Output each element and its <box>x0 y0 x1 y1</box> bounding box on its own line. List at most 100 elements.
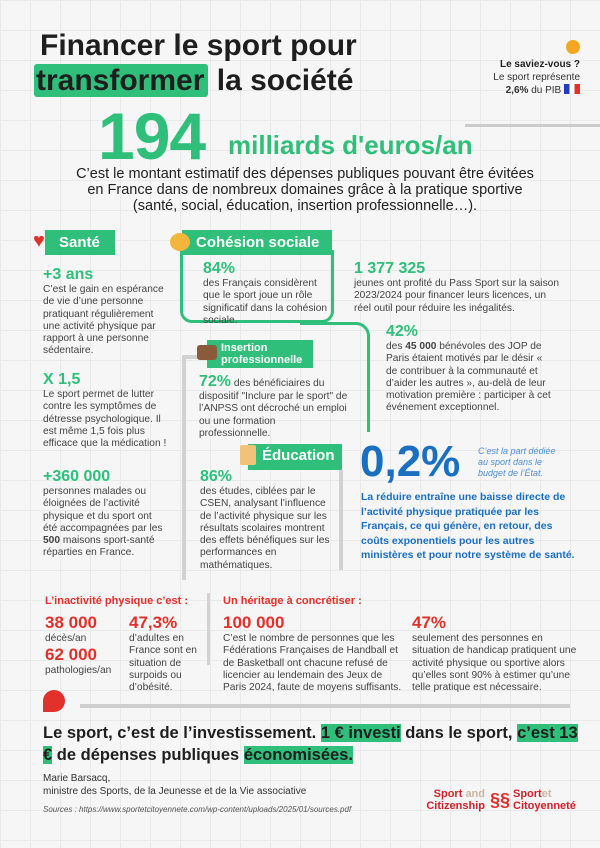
education-label: Éducation <box>248 444 342 470</box>
cohesion-item: 42% des 45 000 bénévoles des JOP de Pari… <box>386 323 551 415</box>
handshake-icon <box>170 233 190 251</box>
cohesion-text: des <box>386 341 406 352</box>
cohesion-bold: 45 000 <box>405 341 437 352</box>
quote-text: Le sport, c’est de l’investissement. <box>43 724 321 742</box>
scroll-icon <box>240 445 256 465</box>
sante-item: +3 ans C’est le gain en espérance de vie… <box>43 266 168 358</box>
cohesion-item: 1 377 325 jeunes ont profité du Pass Spo… <box>354 260 559 315</box>
quote-text: de dépenses publiques <box>52 746 244 764</box>
author-role: ministre des Sports, de la Jeunesse et d… <box>43 786 307 797</box>
sante-text: C’est le gain en espérance de vie d’une … <box>43 284 164 357</box>
inactivity-text: décès/an <box>45 633 87 644</box>
inactivity-value: 38 000 <box>45 613 97 632</box>
inactivity-value: 62 000 <box>45 645 97 664</box>
divider <box>465 124 600 127</box>
logo-text: Sport <box>433 788 463 800</box>
education-value: 86% <box>200 468 233 485</box>
france-flag-icon <box>564 84 580 94</box>
heritage-text: seulement des personnes en situation de … <box>412 633 577 694</box>
logo-text: and <box>465 788 485 800</box>
flame-logo-icon: §§ <box>490 790 511 810</box>
logo-text: Citizenship <box>426 800 485 812</box>
heritage-item: 100 000 C’est le nombre de personnes que … <box>223 613 403 694</box>
logo-text: et <box>541 788 552 800</box>
did-you-know-text: Le sport représente <box>493 72 580 83</box>
speech-bubble-icon <box>43 690 65 712</box>
sante-text: Le sport permet de lutter contre les sym… <box>43 389 167 450</box>
cohesion-value: 42% <box>386 323 419 340</box>
insertion-item: 72% des bénéficiaires du dispositif "Inc… <box>199 373 349 440</box>
education-text: des études, ciblées par le CSEN, analysa… <box>200 486 330 571</box>
cohesion-value: 1 377 325 <box>354 260 426 277</box>
inactivity-text: pathologies/an <box>45 665 112 676</box>
sources-link[interactable]: Sources : https://www.sportetcitoyennete… <box>43 805 352 814</box>
sport-and-citizenship-logo: Sport and Citizenship <box>425 788 485 812</box>
hero-number: 194 <box>98 99 206 173</box>
divider <box>207 593 210 665</box>
budget-text: La réduire entraîne une baisse directe d… <box>361 491 575 561</box>
cohesion-frame <box>180 250 334 323</box>
sante-label-text: Santé <box>59 234 100 251</box>
inactivity-item: 38 000 décès/an <box>45 613 97 645</box>
logo-text: Citoyenneté <box>513 800 576 812</box>
cohesion-text: jeunes ont profité du Pass Sport sur la … <box>354 278 559 314</box>
heritage-heading: Un héritage à concrétiser : <box>223 595 362 607</box>
insertion-label-2: professionnelle <box>221 354 303 366</box>
sante-text: maisons sport-santé réparties en France. <box>43 535 155 559</box>
insertion-value: 72% <box>199 373 232 390</box>
sante-item: X 1,5 Le sport permet de lutter contre l… <box>43 371 173 450</box>
heritage-value: 47% <box>412 613 447 632</box>
cohesion-label-text: Cohésion sociale <box>196 234 320 251</box>
cohesion-item: 84% des Français considèrent que le spor… <box>203 260 333 327</box>
sport-et-citoyennete-logo: Sportet Citoyenneté <box>513 788 576 812</box>
sante-value: +3 ans <box>43 266 94 283</box>
grey-line <box>182 355 186 580</box>
insertion-text: des bénéficiaires du dispositif "Inclure… <box>199 378 348 439</box>
connector-line <box>300 322 370 432</box>
education-label-text: Éducation <box>262 447 335 464</box>
hero-description: C’est le montant estimatif des dépenses … <box>76 166 534 214</box>
heritage-item: 47% seulement des personnes en situation … <box>412 613 582 694</box>
grey-line <box>182 355 207 359</box>
quote-author: Marie Barsacq, ministre des Sports, de la… <box>43 772 306 798</box>
inactivity-item: 62 000 pathologies/an <box>45 645 111 677</box>
inactivity-value: 47,3% <box>129 613 178 632</box>
page-title: Financer le sport pour transformer la so… <box>34 28 357 98</box>
thinking-emoji-icon <box>566 40 580 54</box>
inactivity-heading: L’inactivité physique c’est : <box>45 595 189 607</box>
hero-unit: milliards d'euros/an <box>228 130 473 160</box>
cohesion-label: Cohésion sociale <box>182 230 332 255</box>
sante-label: Santé <box>45 230 115 255</box>
sante-bold: 500 <box>43 535 60 547</box>
logo-text: Sport <box>513 788 542 800</box>
insertion-label-1: Insertion <box>221 342 268 354</box>
sante-item: +360 000 personnes malades ou éloignées … <box>43 468 168 560</box>
grey-line <box>339 470 343 570</box>
cohesion-text: bénévoles des JOP de Paris étaient motiv… <box>386 341 551 414</box>
quote-highlight: économisées. <box>243 746 353 764</box>
heritage-text: C’est le nombre de personnes que les Féd… <box>223 633 402 694</box>
gdp-share: 2,6% <box>505 85 529 96</box>
heart-icon: ♥ <box>33 230 45 252</box>
title-rest: la société <box>216 64 354 97</box>
inactivity-item: 47,3% d’adultes en France sont en situati… <box>129 613 199 694</box>
quote-text: dans le sport, <box>400 724 518 742</box>
divider <box>80 704 570 708</box>
budget-value: 0,2% <box>360 437 461 486</box>
title-highlight: transformer <box>34 64 209 97</box>
sante-text: personnes malades ou éloignées de l’acti… <box>43 486 163 534</box>
sante-value: +360 000 <box>43 468 111 485</box>
did-you-know: Le saviez-vous ? Le sport représente 2,6… <box>493 40 580 97</box>
author-name: Marie Barsacq, <box>43 773 111 784</box>
title-line1: Financer le sport pour <box>40 29 357 62</box>
sante-value: X 1,5 <box>43 371 81 388</box>
education-item: 86% des études, ciblées par le CSEN, ana… <box>200 468 335 572</box>
inactivity-text: d’adultes en France sont en situation de… <box>129 633 197 694</box>
cohesion-value: 84% <box>203 260 236 277</box>
quote: Le sport, c’est de l’investissement. 1 €… <box>43 722 583 766</box>
heritage-value: 100 000 <box>223 613 285 632</box>
gdp-suffix: du PIB <box>531 85 562 96</box>
did-you-know-heading: Le saviez-vous ? <box>499 59 580 70</box>
cohesion-text: des Français considèrent que le sport jo… <box>203 278 328 326</box>
insertion-label: Insertion professionnelle <box>207 340 313 368</box>
